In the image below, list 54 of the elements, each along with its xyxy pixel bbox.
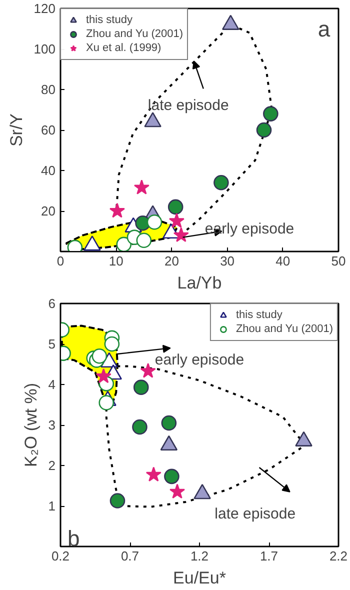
y-tick-label: 2: [48, 458, 56, 473]
point: [134, 180, 150, 194]
y-tick-label: 60: [41, 122, 56, 138]
y-tick-label: 1: [48, 498, 56, 514]
y-tick-label: 40: [41, 163, 56, 178]
x-axis-title: Eu/Eu*: [173, 568, 226, 588]
legend-label: this study: [236, 309, 282, 321]
y-tick-label: 20: [41, 204, 56, 218]
point: [256, 122, 272, 138]
point: [109, 202, 125, 218]
legend-label: this study: [86, 14, 132, 26]
point: [214, 175, 229, 190]
x-tick-label: 0.2: [51, 548, 70, 564]
annotation: late episode: [148, 97, 229, 114]
y-tick-label: 3: [48, 418, 56, 432]
y-tick-label: 100: [34, 42, 56, 56]
y-tick-label: 6: [48, 296, 56, 311]
y-tick-label: 120: [34, 1, 56, 16]
point: [161, 415, 177, 431]
x-tick-label: 1.7: [260, 548, 278, 564]
annotation: early episode: [204, 220, 294, 238]
legend-label: Xu et al. (1999): [86, 42, 162, 54]
x-tick-label: 30: [220, 254, 235, 268]
point: [133, 380, 149, 395]
point: [144, 112, 162, 128]
x-tick-label: 40: [276, 254, 290, 268]
x-tick-label: 50: [331, 254, 346, 268]
x-axis-title: La/Yb: [177, 274, 222, 292]
legend-label: Zhou and Yu (2001): [236, 323, 333, 335]
point: [146, 466, 162, 482]
y-tick-label: 5: [48, 336, 56, 352]
annotation: a: [318, 16, 331, 42]
y-axis-title: K₂O (wt %): [21, 382, 40, 468]
point: [263, 106, 278, 122]
annotation: late episode: [214, 506, 296, 523]
x-tick-label: 2.2: [329, 548, 348, 564]
point: [169, 484, 186, 499]
x-tick-label: 20: [164, 254, 179, 268]
y-tick-label: 4: [48, 377, 56, 392]
annotation: b: [67, 526, 80, 551]
x-tick-label: 0.7: [120, 548, 140, 564]
y-tick-label: 80: [41, 82, 56, 97]
x-tick-label: 10: [108, 254, 124, 268]
point: [132, 419, 148, 435]
point: [222, 14, 240, 30]
point: [110, 493, 126, 508]
point: [140, 362, 156, 378]
annotation: early episode: [154, 352, 244, 369]
point: [168, 199, 184, 215]
legend-label: Zhou and Yu (2001): [86, 28, 184, 40]
y-axis-title: Sr/Y: [6, 113, 26, 147]
x-tick-label: 0: [56, 254, 64, 268]
x-tick-label: 1.2: [190, 548, 209, 564]
point: [164, 468, 180, 484]
